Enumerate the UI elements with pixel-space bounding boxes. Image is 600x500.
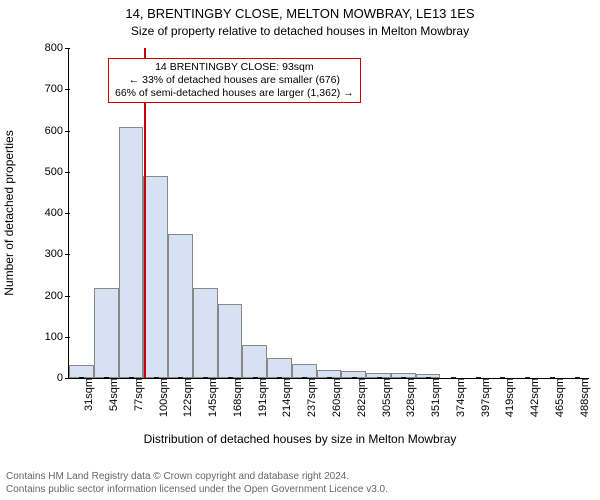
x-tick: 145sqm [205, 378, 219, 417]
histogram-bar [168, 234, 193, 378]
y-tick: 500 [45, 166, 69, 178]
y-tick: 700 [45, 83, 69, 95]
x-tick: 374sqm [453, 378, 467, 417]
x-tick: 54sqm [106, 378, 120, 411]
histogram-bar [292, 364, 317, 378]
x-tick: 442sqm [527, 378, 541, 417]
x-tick: 168sqm [230, 378, 244, 417]
histogram-bar [242, 345, 267, 378]
x-tick: 214sqm [279, 378, 293, 417]
x-tick: 465sqm [552, 378, 566, 417]
x-tick: 282sqm [354, 378, 368, 417]
y-axis-label: Number of detached properties [2, 130, 16, 295]
histogram-bar [119, 127, 144, 378]
annotation-box: 14 BRENTINGBY CLOSE: 93sqm ← 33% of deta… [108, 58, 361, 103]
chart-title-line1: 14, BRENTINGBY CLOSE, MELTON MOWBRAY, LE… [0, 6, 600, 21]
x-tick: 100sqm [156, 378, 170, 417]
y-tick: 600 [45, 125, 69, 137]
histogram-bar [94, 288, 119, 378]
x-tick: 488sqm [577, 378, 591, 417]
x-tick: 305sqm [379, 378, 393, 417]
histogram-bar [143, 176, 168, 378]
histogram-bar [193, 288, 218, 378]
x-tick: 260sqm [329, 378, 343, 417]
annotation-line1: 14 BRENTINGBY CLOSE: 93sqm [115, 61, 354, 74]
footer-attribution: Contains HM Land Registry data © Crown c… [6, 471, 388, 496]
x-tick: 397sqm [478, 378, 492, 417]
annotation-line2: ← 33% of detached houses are smaller (67… [115, 74, 354, 87]
x-tick: 77sqm [131, 378, 145, 411]
y-tick: 0 [57, 372, 69, 384]
chart-container: 14, BRENTINGBY CLOSE, MELTON MOWBRAY, LE… [0, 0, 600, 500]
y-tick: 300 [45, 248, 69, 260]
y-tick: 400 [45, 207, 69, 219]
y-tick: 200 [45, 290, 69, 302]
x-tick: 122sqm [180, 378, 194, 417]
x-axis-label: Distribution of detached houses by size … [0, 432, 600, 446]
histogram-bar [218, 304, 243, 378]
annotation-line3: 66% of semi-detached houses are larger (… [115, 87, 354, 100]
x-tick: 328sqm [403, 378, 417, 417]
x-tick: 191sqm [255, 378, 269, 417]
x-tick: 237sqm [304, 378, 318, 417]
footer-line2: Contains public sector information licen… [6, 484, 388, 497]
x-tick: 31sqm [81, 378, 95, 411]
x-tick: 351sqm [428, 378, 442, 417]
chart-title-line2: Size of property relative to detached ho… [0, 24, 600, 38]
x-tick: 419sqm [502, 378, 516, 417]
histogram-bar [267, 358, 292, 378]
y-tick: 800 [45, 42, 69, 54]
y-tick: 100 [45, 331, 69, 343]
footer-line1: Contains HM Land Registry data © Crown c… [6, 471, 388, 484]
